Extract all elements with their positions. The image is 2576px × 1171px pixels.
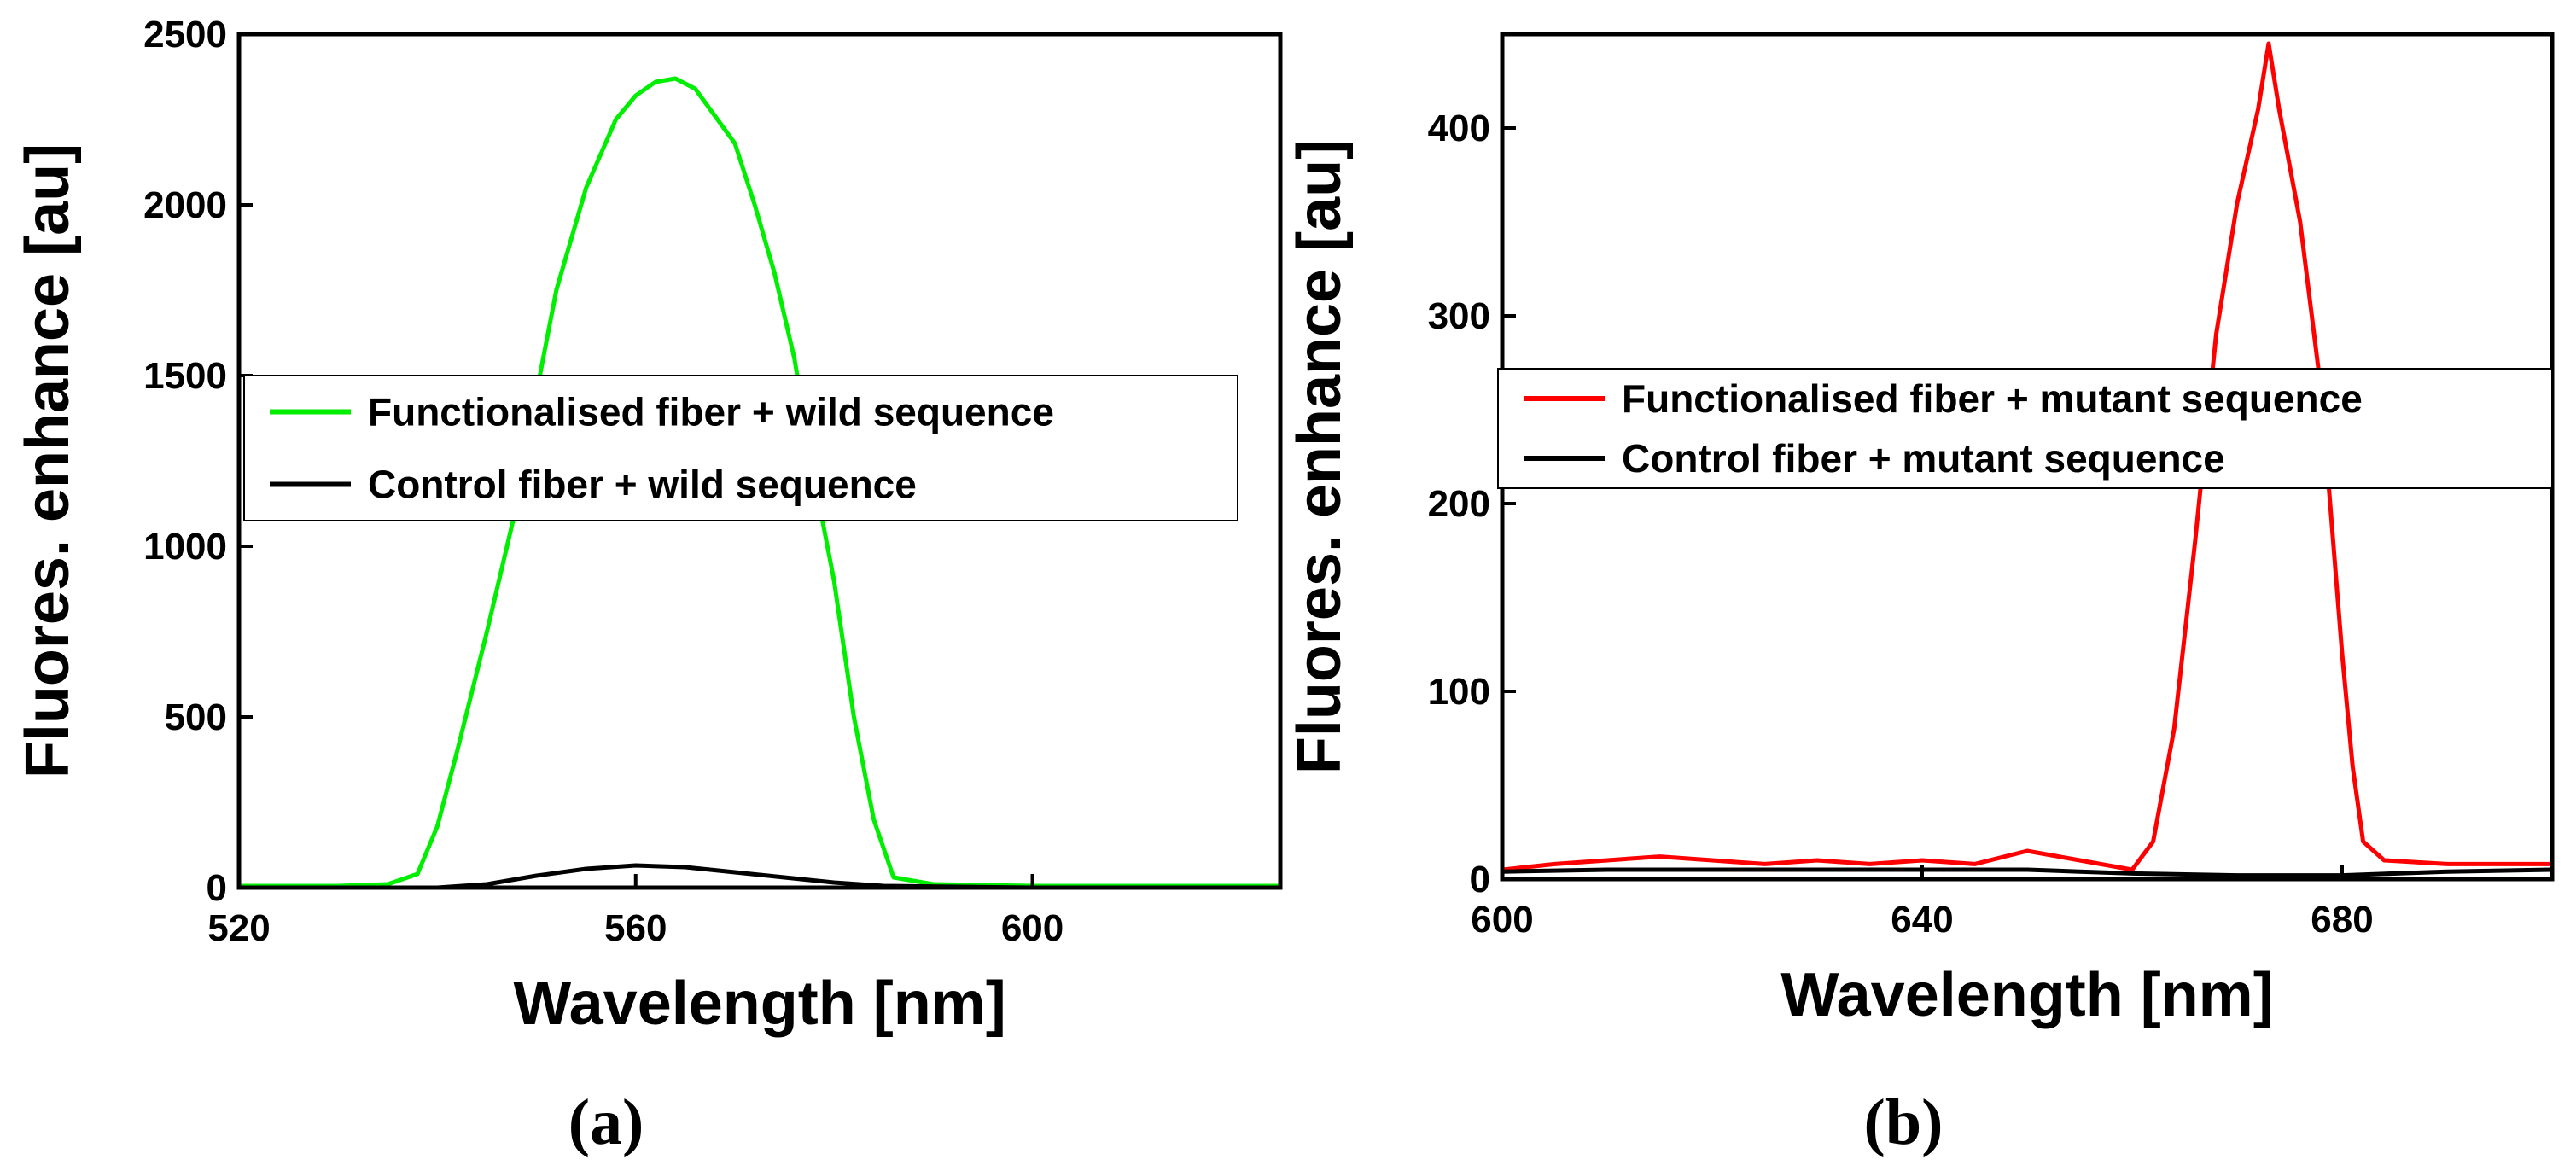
plot-frame [236, 32, 1283, 890]
x-axis-label: Wavelength [nm] [1780, 961, 2273, 1029]
x-tick-label: 560 [604, 907, 667, 949]
chart-panel-a: 520 560 600 0 500 1000 1500 2000 2500 Wavelength … [14, 14, 1283, 1158]
panel-caption: (b) [1864, 1087, 1944, 1158]
y-axis-label: Fluores. enhance [au] [1285, 139, 1354, 774]
y-tick-label: 100 [1428, 671, 1490, 713]
y-tick-label: 300 [1428, 295, 1490, 337]
y-tick-label: 1000 [143, 526, 227, 568]
series-line-1 [1501, 41, 2552, 872]
x-tick-label: 640 [1891, 899, 1953, 941]
y-tick-label: 500 [165, 696, 227, 738]
legend-entry: Control fiber + wild sequence [368, 463, 917, 507]
legend: Functionalised fiber + mutant sequence Co… [1497, 368, 2553, 489]
series-line-2 [1501, 867, 2553, 878]
x-tick-label: 600 [1471, 899, 1533, 941]
series-line-1 [239, 76, 1280, 888]
x-tick-label: 680 [2311, 899, 2373, 941]
panel-caption: (a) [568, 1087, 644, 1158]
y-tick-label: 200 [1428, 483, 1490, 525]
y-axis-label: Fluores. enhance [au] [14, 143, 82, 778]
y-tick-label: 2500 [143, 14, 227, 55]
x-axis-label: Wavelength [nm] [513, 970, 1005, 1038]
x-tick-label: 520 [207, 907, 270, 949]
y-tick-label: 0 [1470, 859, 1490, 900]
y-tick-label: 1500 [143, 355, 227, 397]
legend-entry: Functionalised fiber + wild sequence [368, 390, 1054, 434]
legend-entry: Functionalised fiber + mutant sequence [1622, 376, 2363, 421]
legend-box [243, 375, 1238, 521]
y-tick-label: 0 [207, 867, 227, 909]
chart-panel-b: 600 640 680 0 100 200 300 400 Wavelength [nm] Flu… [1285, 32, 2555, 1158]
legend-box [1497, 368, 2553, 489]
legend-entry: Control fiber + mutant sequence [1622, 436, 2225, 481]
y-tick-label: 400 [1428, 108, 1490, 149]
legend: Functionalised fiber + wild sequence Cont… [243, 375, 1238, 521]
y-tick-label: 2000 [143, 184, 227, 226]
x-tick-label: 600 [1001, 907, 1064, 949]
